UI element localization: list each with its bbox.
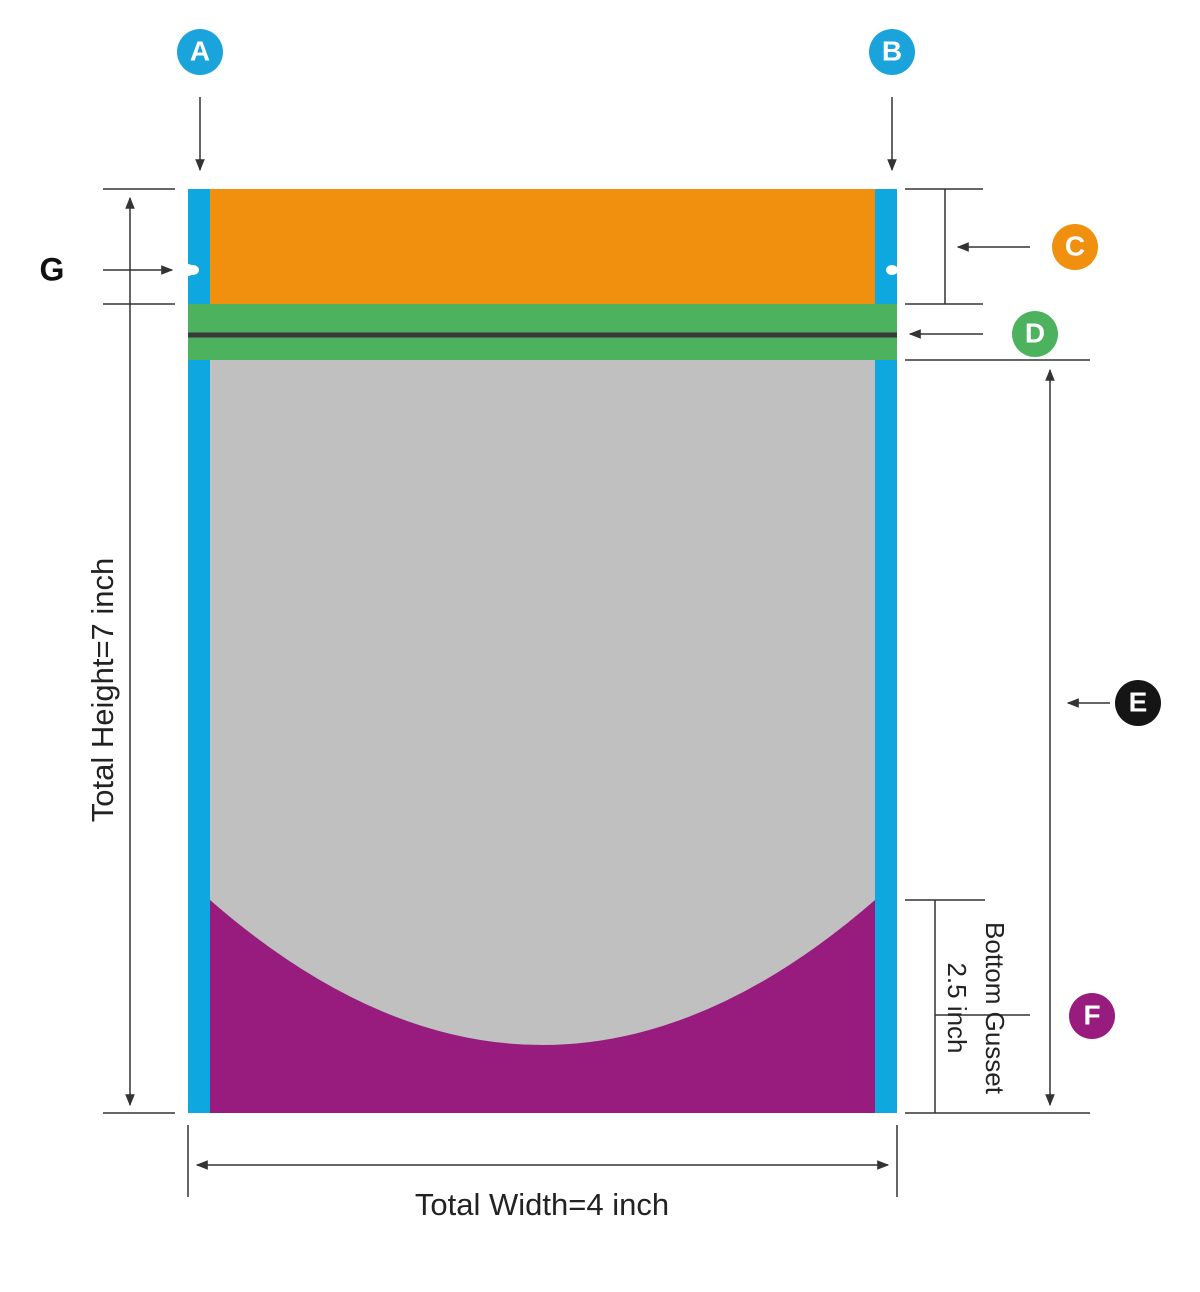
marker-badge [1012,311,1058,357]
side-seal-left [188,189,210,1113]
marker-badge [177,29,223,75]
dimension-lines [103,97,1110,1197]
width-label: Total Width=4 inch [415,1187,669,1222]
marker-label: C [1065,230,1085,261]
marker-badge [869,29,915,75]
marker-label: G [40,251,65,287]
tear-notch [187,265,199,275]
marker-badge [1115,680,1161,726]
marker-label: B [882,35,902,66]
height-label: Total Height=7 inch [85,558,120,823]
marker-badge [1069,993,1115,1039]
marker-label: F [1083,999,1100,1030]
marker-badge [1052,224,1098,270]
side-seal-right [875,189,897,1113]
marker-label: E [1129,686,1148,717]
marker-label: D [1025,317,1045,348]
tear-notch [886,265,898,275]
marker-label: A [190,35,210,66]
gusset-panel [210,900,875,1113]
zipper-band [188,304,897,360]
gusset-size: 2.5 inch [942,962,972,1053]
tear-area [210,189,875,304]
bag [187,189,898,1113]
gusset-title: Bottom Gusset [980,922,1010,1095]
